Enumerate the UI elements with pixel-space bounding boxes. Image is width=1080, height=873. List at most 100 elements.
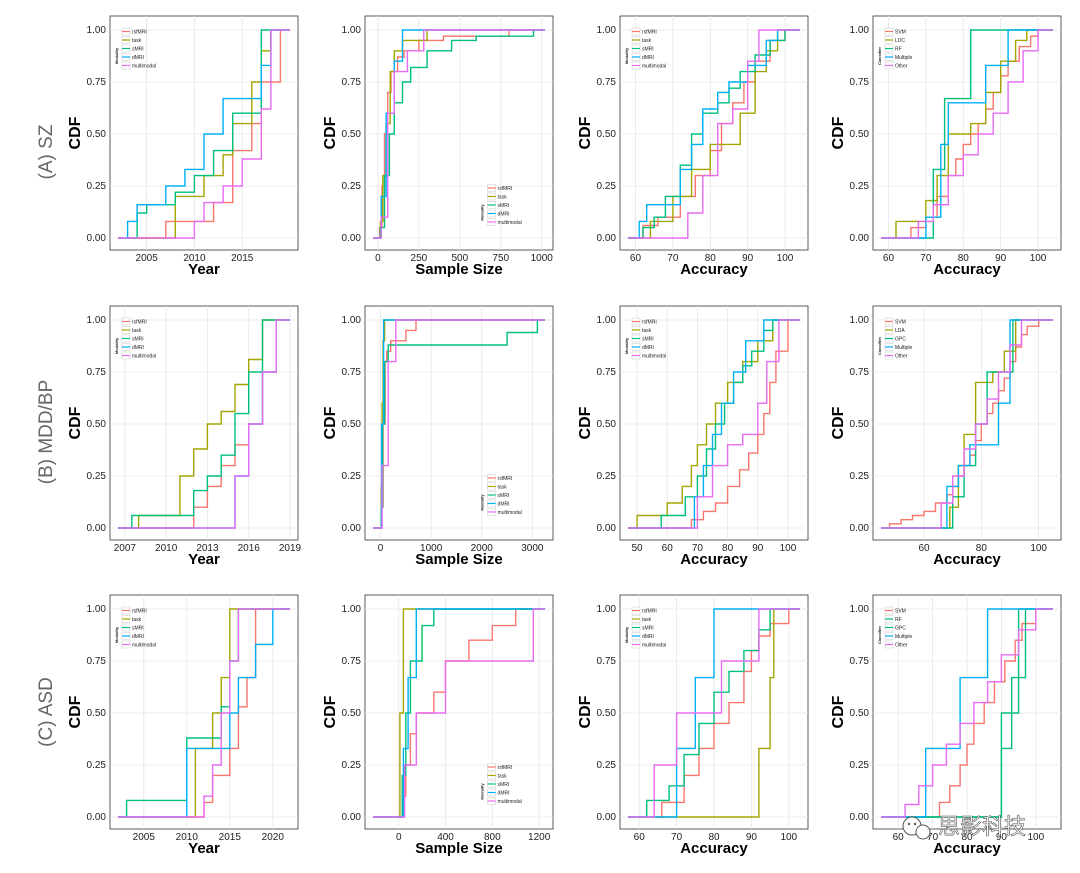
x-tick-label: 70 bbox=[667, 253, 679, 264]
x-axis-label: Accuracy bbox=[680, 840, 748, 857]
y-tick-label: 0.75 bbox=[850, 656, 870, 667]
legend-label: multimodal bbox=[132, 354, 156, 360]
x-tick-label: 2010 bbox=[155, 543, 178, 554]
x-tick-label: 90 bbox=[742, 253, 754, 264]
legend-label: dMRI bbox=[642, 345, 654, 351]
legend: Modality rsfMRI task sMRI dMRI multimodal bbox=[114, 27, 156, 70]
legend-title: Classifier bbox=[877, 626, 882, 644]
legend-title: Classifier bbox=[877, 47, 882, 65]
x-tick-label: 2005 bbox=[133, 832, 156, 843]
legend-label: task bbox=[132, 38, 142, 44]
panel-r1-c1: 0.00 0.25 0.50 0.75 1.00 0 1000 2000 3000 CDF Samp… bbox=[322, 305, 554, 568]
legend-label: SVM bbox=[895, 609, 906, 615]
legend-label: dMRI bbox=[498, 501, 510, 507]
x-tick-label: 100 bbox=[1027, 832, 1044, 843]
x-tick-label: 2019 bbox=[279, 543, 302, 554]
y-tick-label: 0.00 bbox=[342, 812, 362, 823]
legend-label: RF bbox=[895, 47, 902, 53]
panel-frame bbox=[109, 594, 299, 830]
y-tick-label: 0.25 bbox=[597, 760, 617, 771]
legend-label: multimodal bbox=[642, 354, 666, 360]
y-tick-label: 0.25 bbox=[87, 181, 107, 192]
legend-title: Classifier bbox=[877, 337, 882, 355]
y-tick-label: 0.00 bbox=[850, 812, 870, 823]
series-line-multimodal bbox=[118, 608, 290, 818]
panel-frame bbox=[364, 15, 554, 251]
series-line-svm bbox=[881, 29, 1053, 239]
panel-frame bbox=[619, 15, 809, 251]
y-tick-label: 1.00 bbox=[850, 315, 870, 326]
legend-label: SVM bbox=[895, 30, 906, 36]
legend-label: dMRI bbox=[498, 211, 510, 217]
series-line-smri bbox=[628, 29, 800, 239]
legend-label: rsfMRI bbox=[642, 609, 657, 615]
y-tick-label: 0.50 bbox=[342, 419, 362, 430]
y-tick-label: 0.00 bbox=[342, 523, 362, 534]
y-tick-label: 0.50 bbox=[597, 129, 617, 140]
x-tick-label: 0 bbox=[378, 543, 384, 554]
legend-label: task bbox=[642, 328, 652, 334]
x-tick-label: 0 bbox=[375, 253, 381, 264]
x-tick-label: 100 bbox=[1030, 253, 1047, 264]
legend: Modality rsfMRI task sMRI dMRI multimodal bbox=[624, 27, 666, 70]
y-tick-label: 0.25 bbox=[87, 760, 107, 771]
y-axis-label: CDF bbox=[322, 406, 339, 439]
x-tick-label: 100 bbox=[780, 832, 797, 843]
row-label-mdd-bp: (B) MDD/BP bbox=[36, 380, 57, 485]
y-tick-label: 0.00 bbox=[87, 523, 107, 534]
legend-title: Modality bbox=[480, 494, 485, 511]
x-axis-label: Year bbox=[188, 551, 220, 568]
y-tick-label: 0.75 bbox=[342, 656, 362, 667]
panel-r0-c2: 0.00 0.25 0.50 0.75 1.00 60 70 80 90 100 CDF Accura… bbox=[577, 15, 809, 278]
series-line-rsfmri bbox=[118, 29, 290, 239]
x-tick-label: 90 bbox=[752, 543, 764, 554]
y-tick-label: 1.00 bbox=[342, 604, 362, 615]
y-tick-label: 0.50 bbox=[87, 129, 107, 140]
x-axis-label: Year bbox=[188, 261, 220, 278]
series-line-dmri bbox=[628, 29, 800, 239]
x-tick-label: 60 bbox=[893, 832, 905, 843]
legend-label: rsfMRI bbox=[642, 30, 657, 36]
panel-r1-c3: 0.00 0.25 0.50 0.75 1.00 60 80 100 CDF Accuracy Cl… bbox=[830, 305, 1062, 568]
x-tick-label: 90 bbox=[746, 832, 758, 843]
legend-label: dMRI bbox=[642, 55, 654, 61]
series-line-dmri bbox=[118, 29, 290, 239]
x-tick-label: 3000 bbox=[521, 543, 544, 554]
legend-label: Other bbox=[895, 354, 908, 360]
series-line-multiple bbox=[881, 608, 1053, 818]
legend-label: LDA bbox=[895, 328, 905, 334]
series-line-rsfmri bbox=[373, 608, 545, 818]
legend-label: Multiple bbox=[895, 345, 912, 351]
series-line-smri bbox=[118, 319, 290, 529]
series-line-smri bbox=[373, 608, 545, 818]
x-axis-label: Year bbox=[188, 840, 220, 857]
series-line-multimodal bbox=[118, 29, 290, 239]
series-line-rsfmri bbox=[628, 29, 800, 239]
y-tick-label: 0.50 bbox=[850, 129, 870, 140]
legend-label: task bbox=[498, 484, 508, 490]
legend-label: Multiple bbox=[895, 55, 912, 61]
legend-label: multimodal bbox=[498, 799, 522, 805]
y-tick-label: 0.50 bbox=[850, 708, 870, 719]
legend-label: sMRI bbox=[642, 337, 654, 343]
legend-label: task bbox=[132, 617, 142, 623]
y-tick-label: 1.00 bbox=[342, 315, 362, 326]
x-tick-label: 80 bbox=[961, 832, 973, 843]
x-axis-label: Accuracy bbox=[680, 261, 748, 278]
series-line-smri bbox=[373, 29, 545, 239]
panel-frame bbox=[619, 305, 809, 541]
legend-label: GPC bbox=[895, 626, 906, 632]
y-tick-label: 0.25 bbox=[850, 181, 870, 192]
legend-label: multimodal bbox=[132, 64, 156, 70]
series-line-multimodal bbox=[628, 608, 800, 818]
series-line-multiple bbox=[881, 29, 1053, 239]
y-tick-label: 0.75 bbox=[87, 656, 107, 667]
y-tick-label: 1.00 bbox=[342, 25, 362, 36]
series-line-svm bbox=[881, 608, 1053, 818]
y-tick-label: 0.25 bbox=[342, 471, 362, 482]
legend-label: multimodal bbox=[498, 220, 522, 226]
x-tick-label: 2020 bbox=[262, 832, 285, 843]
legend-label: rsfMRI bbox=[132, 320, 147, 326]
legend-label: sMRI bbox=[642, 626, 654, 632]
x-tick-label: 2000 bbox=[471, 543, 494, 554]
